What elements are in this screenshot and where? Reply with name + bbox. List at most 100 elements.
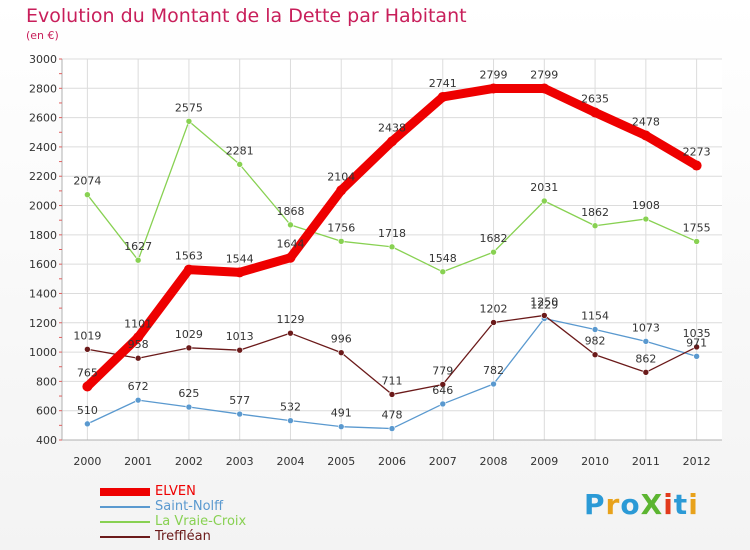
data-point (84, 345, 91, 353)
data-label: 1035 (683, 327, 711, 340)
y-tick-label: 1600 (29, 258, 57, 271)
logo-letter: i (688, 488, 699, 521)
chart-subtitle: (en €) (26, 29, 59, 42)
data-point (82, 381, 93, 392)
data-point (183, 264, 194, 275)
data-point (236, 161, 243, 168)
data-label: 2799 (480, 68, 508, 81)
data-label: 2104 (327, 170, 355, 183)
y-tick-label: 2400 (29, 141, 57, 154)
data-point (691, 160, 702, 171)
data-label: 996 (331, 333, 352, 346)
data-point (84, 420, 91, 428)
data-point (287, 221, 294, 229)
data-point (642, 368, 650, 376)
data-point (539, 83, 550, 94)
data-point (134, 396, 142, 404)
data-label: 1868 (276, 205, 304, 218)
data-point (388, 243, 396, 251)
data-label: 2273 (683, 146, 711, 159)
data-label: 958 (128, 338, 149, 351)
legend-label: La Vraie-Croix (155, 514, 247, 529)
data-point (133, 332, 144, 343)
legend-swatch (100, 506, 150, 508)
data-point (488, 83, 499, 94)
data-label: 646 (432, 384, 453, 397)
data-point (387, 136, 397, 147)
logo-letter: t (673, 488, 689, 521)
x-tick-label: 2004 (276, 455, 304, 468)
data-point (642, 338, 650, 345)
data-point (439, 268, 447, 276)
data-label: 2281 (226, 144, 254, 157)
data-label: 532 (280, 401, 301, 414)
data-label: 1229 (530, 299, 558, 312)
data-label: 711 (382, 374, 403, 387)
y-tick-label: 2000 (29, 200, 57, 213)
data-label: 1544 (226, 252, 254, 265)
data-point (541, 197, 548, 205)
x-tick-label: 2002 (175, 455, 203, 468)
x-tick-label: 2009 (530, 455, 558, 468)
data-label: 1862 (581, 206, 609, 219)
data-label: 1129 (276, 313, 304, 326)
data-point (439, 400, 447, 408)
y-tick-label: 3000 (29, 53, 57, 66)
data-label: 478 (382, 409, 403, 422)
data-label: 2741 (429, 77, 457, 90)
data-label: 625 (178, 387, 199, 400)
data-point (337, 423, 345, 430)
data-label: 1644 (276, 238, 304, 251)
data-label: 672 (128, 380, 149, 393)
data-label: 2031 (530, 181, 558, 194)
y-tick-label: 1400 (29, 287, 57, 300)
data-point (388, 391, 396, 398)
y-tick-label: 800 (36, 375, 57, 388)
data-point (234, 267, 245, 278)
data-label: 982 (585, 335, 606, 348)
data-label: 2635 (581, 92, 609, 105)
legend-swatch (100, 488, 150, 496)
data-label: 1073 (632, 321, 660, 334)
legend-label: Saint-Nolff (155, 499, 224, 514)
logo-letter: X (640, 488, 664, 521)
x-tick-label: 2005 (327, 455, 355, 468)
y-tick-label: 400 (36, 434, 57, 447)
data-point (185, 403, 193, 411)
data-label: 2575 (175, 101, 203, 114)
data-label: 1627 (124, 240, 152, 253)
data-label: 782 (483, 364, 504, 377)
y-tick-label: 1000 (29, 346, 57, 359)
data-label: 862 (635, 352, 656, 365)
data-point (337, 237, 345, 245)
data-label: 1202 (480, 302, 508, 315)
x-tick-label: 2008 (480, 455, 508, 468)
data-label: 491 (331, 407, 352, 420)
data-point (336, 185, 347, 196)
data-point (693, 353, 700, 360)
x-tick-label: 2006 (378, 455, 406, 468)
data-label: 765 (77, 367, 98, 380)
data-label: 1756 (327, 221, 355, 234)
y-tick-label: 1200 (29, 317, 57, 330)
x-tick-label: 2001 (124, 455, 152, 468)
data-point (285, 252, 296, 263)
data-label: 2438 (378, 121, 406, 134)
data-point (439, 381, 447, 388)
data-point (642, 215, 650, 223)
data-label: 1029 (175, 328, 203, 341)
data-point (490, 380, 497, 388)
x-tick-label: 2011 (632, 455, 660, 468)
data-point (490, 319, 497, 326)
data-label: 1548 (429, 252, 457, 265)
data-point (185, 117, 193, 125)
data-point (337, 349, 345, 356)
data-point (541, 312, 548, 319)
data-point (693, 343, 700, 351)
logo-letter: r (605, 488, 621, 521)
data-point (591, 326, 599, 333)
data-label: 1019 (73, 329, 101, 342)
legend-swatch (100, 521, 150, 523)
